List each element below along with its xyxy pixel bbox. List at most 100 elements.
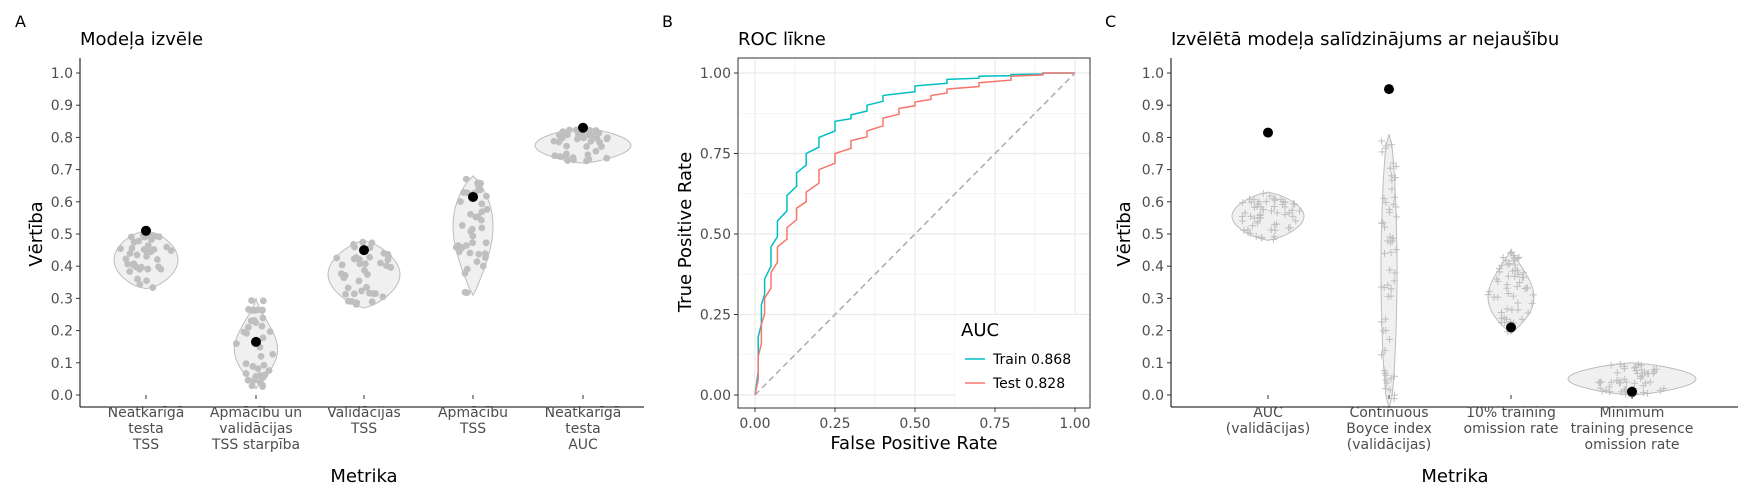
- random-model-point: [1386, 386, 1394, 394]
- candidate-model-point: [361, 260, 369, 268]
- candidate-model-point: [462, 175, 470, 183]
- selected-model-point: [578, 122, 588, 133]
- candidate-model-point: [260, 361, 268, 369]
- random-model-point: [1382, 385, 1390, 393]
- random-model-point: [1596, 379, 1604, 387]
- candidate-model-point: [117, 245, 124, 253]
- random-model-point: [1391, 173, 1399, 181]
- candidate-model-point: [355, 277, 363, 285]
- candidate-model-point: [384, 250, 392, 258]
- candidate-model-point: [478, 224, 486, 232]
- candidate-model-point: [363, 283, 370, 291]
- y-tick-label: 0.00: [700, 388, 731, 404]
- candidate-model-point: [333, 254, 341, 262]
- random-model-point: [1510, 252, 1518, 260]
- candidate-model-point: [337, 270, 345, 278]
- y-tick-label: 0.0: [51, 388, 73, 404]
- panel-a-title: Modeļa izvēle: [80, 29, 203, 50]
- random-model-point: [1498, 261, 1506, 269]
- random-model-point: [1388, 185, 1396, 193]
- x-tick-label: (validācijas): [1347, 437, 1431, 453]
- x-tick-label: Neatkarīgā: [108, 405, 185, 421]
- candidate-model-point: [483, 192, 490, 200]
- y-tick-label: 0.1: [51, 356, 73, 372]
- random-model-point: [1514, 299, 1522, 307]
- random-model-point: [1613, 377, 1621, 385]
- violin-shape: [1487, 249, 1535, 335]
- random-model-point: [1390, 372, 1398, 380]
- candidate-model-point: [359, 238, 367, 246]
- random-model-point: [1377, 283, 1385, 291]
- random-model-point: [1387, 172, 1395, 180]
- candidate-model-point: [245, 306, 252, 313]
- candidate-model-point: [473, 258, 481, 266]
- candidate-model-point: [248, 297, 255, 304]
- y-tick-label: 0.3: [51, 291, 73, 307]
- candidate-model-point: [478, 200, 486, 208]
- x-tick-label: Apmācību un: [210, 405, 302, 421]
- random-model-point: [1244, 228, 1252, 236]
- candidate-model-point: [458, 244, 466, 252]
- random-model-point: [1514, 306, 1522, 314]
- random-model-point: [1288, 206, 1296, 214]
- y-tick-label: 0.8: [1142, 130, 1164, 146]
- random-model-point: [1253, 202, 1261, 210]
- random-model-point: [1380, 194, 1388, 202]
- candidate-model-point: [572, 126, 580, 134]
- random-model-point: [1660, 385, 1668, 393]
- legend-title: AUC: [961, 320, 999, 341]
- candidate-model-point: [475, 250, 483, 258]
- random-model-point: [1256, 213, 1264, 221]
- selected-model-point: [251, 336, 261, 347]
- candidate-model-point: [266, 328, 274, 336]
- selected-model-point: [141, 225, 151, 236]
- panel-c-tag: C: [1105, 12, 1116, 31]
- candidate-model-point: [580, 134, 588, 142]
- random-model-point: [1499, 254, 1507, 262]
- selected-model-point: [468, 191, 478, 202]
- panel-b-ylabel: True Positive Rate: [675, 152, 696, 313]
- random-model-point: [1509, 267, 1517, 275]
- random-model-point: [1503, 281, 1511, 289]
- random-model-point: [1382, 376, 1390, 384]
- random-model-point: [1515, 271, 1523, 279]
- x-tick-label: 0.75: [979, 416, 1010, 432]
- random-model-point: [1516, 278, 1524, 286]
- random-model-point: [1497, 308, 1505, 316]
- random-model-point: [1656, 386, 1664, 394]
- random-model-point: [1390, 277, 1398, 285]
- panel-b: 0.00 0.25 0.50 0.75 1.00 0.00 0.25 0.50 0.75 1.0…: [675, 57, 1091, 454]
- y-tick-label: 0.5: [51, 227, 73, 243]
- candidate-model-point: [144, 265, 152, 273]
- x-tick-label: Neatkarīgā: [545, 405, 622, 421]
- selected-model-point: [1263, 127, 1273, 138]
- random-model-point: [1505, 260, 1513, 268]
- random-model-point: [1523, 284, 1531, 292]
- y-tick-label: 0.6: [51, 195, 73, 211]
- random-model-point: [1286, 224, 1294, 232]
- y-tick-label: 0.2: [51, 324, 73, 340]
- candidate-model-point: [250, 317, 258, 324]
- candidate-model-point: [253, 306, 261, 314]
- candidate-model-point: [352, 254, 360, 261]
- random-model-point: [1255, 198, 1263, 206]
- x-tick-label: Minimum: [1600, 405, 1665, 421]
- candidate-model-point: [242, 360, 250, 368]
- x-tick-label: TSS: [459, 421, 486, 437]
- random-model-point: [1249, 222, 1257, 230]
- candidate-model-point: [344, 297, 352, 305]
- random-model-point: [1504, 261, 1512, 269]
- candidate-model-point: [136, 280, 144, 288]
- random-model-point: [1638, 366, 1646, 374]
- random-model-point: [1389, 159, 1397, 167]
- random-model-point: [1652, 365, 1660, 373]
- random-model-point: [1518, 315, 1526, 323]
- candidate-model-point: [243, 329, 250, 337]
- selected-model-point: [1506, 322, 1516, 333]
- x-tick-label: TSS: [350, 421, 377, 437]
- random-model-point: [1490, 293, 1498, 301]
- candidate-model-point: [242, 370, 250, 377]
- random-model-point: [1250, 214, 1258, 222]
- y-tick-label: 0.9: [51, 98, 73, 114]
- candidate-model-point: [124, 260, 131, 268]
